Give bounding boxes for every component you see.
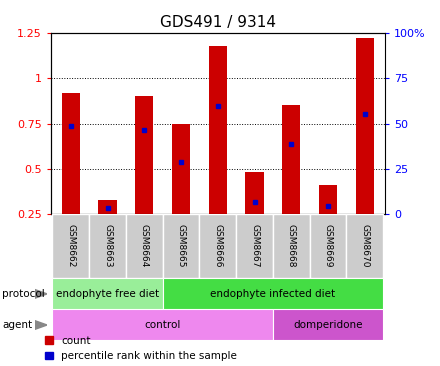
FancyBboxPatch shape: [236, 214, 273, 278]
Polygon shape: [35, 321, 47, 329]
Text: protocol: protocol: [2, 289, 45, 299]
FancyBboxPatch shape: [52, 309, 273, 340]
FancyBboxPatch shape: [163, 278, 383, 309]
Bar: [209, 46, 227, 214]
FancyBboxPatch shape: [273, 214, 310, 278]
Text: GSM8664: GSM8664: [140, 224, 149, 268]
Text: GSM8662: GSM8662: [66, 224, 75, 268]
Polygon shape: [35, 290, 47, 298]
Legend: count, percentile rank within the sample: count, percentile rank within the sample: [45, 336, 237, 361]
FancyBboxPatch shape: [126, 214, 163, 278]
FancyBboxPatch shape: [310, 214, 346, 278]
Text: GSM8669: GSM8669: [323, 224, 333, 268]
FancyBboxPatch shape: [163, 214, 199, 278]
Text: GSM8670: GSM8670: [360, 224, 369, 268]
Text: GSM8663: GSM8663: [103, 224, 112, 268]
FancyBboxPatch shape: [89, 214, 126, 278]
Title: GDS491 / 9314: GDS491 / 9314: [160, 15, 276, 30]
FancyBboxPatch shape: [199, 214, 236, 278]
Text: GSM8668: GSM8668: [287, 224, 296, 268]
Text: GSM8666: GSM8666: [213, 224, 222, 268]
Bar: [99, 199, 117, 214]
Bar: [172, 124, 190, 214]
Bar: [319, 185, 337, 214]
Text: control: control: [144, 320, 181, 330]
FancyBboxPatch shape: [52, 278, 163, 309]
FancyBboxPatch shape: [346, 214, 383, 278]
Bar: [246, 172, 264, 214]
FancyBboxPatch shape: [52, 214, 89, 278]
Text: GSM8667: GSM8667: [250, 224, 259, 268]
Text: agent: agent: [2, 320, 32, 330]
Text: endophyte free diet: endophyte free diet: [56, 289, 159, 299]
Text: GSM8665: GSM8665: [176, 224, 186, 268]
Bar: [62, 93, 80, 214]
Bar: [135, 96, 154, 214]
Bar: [282, 105, 301, 214]
Text: domperidone: domperidone: [293, 320, 363, 330]
Text: endophyte infected diet: endophyte infected diet: [210, 289, 335, 299]
FancyBboxPatch shape: [273, 309, 383, 340]
Bar: [356, 38, 374, 214]
